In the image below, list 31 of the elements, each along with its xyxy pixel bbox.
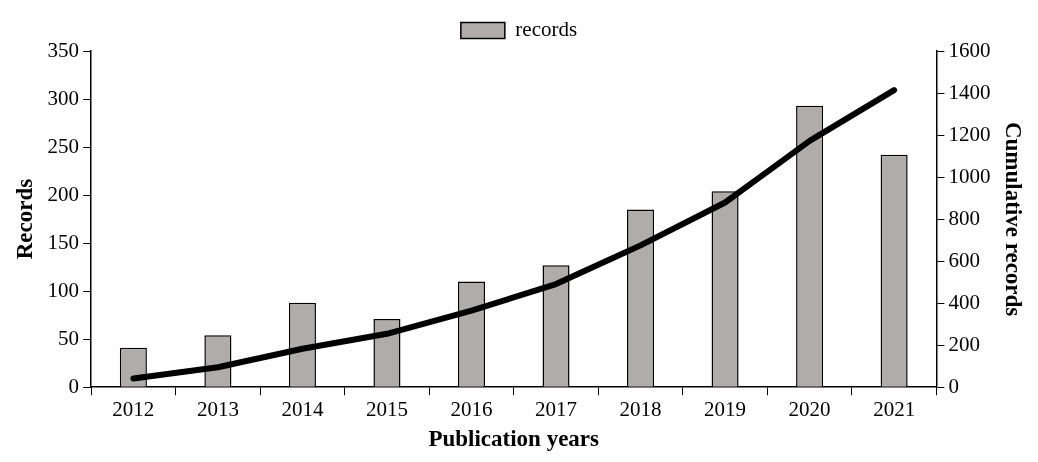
y-tick-label: 300	[47, 85, 80, 110]
x-tick-label: 2019	[704, 397, 747, 422]
x-tick-label: 2015	[365, 397, 408, 422]
y2-tick-label: 200	[948, 331, 980, 356]
y2-tick-label: 0	[948, 373, 959, 398]
x-tick-label: 2021	[873, 397, 916, 422]
y-axis-title: Records	[11, 178, 37, 260]
y2-tick-label: 1400	[948, 79, 991, 104]
y2-tick-label: 1600	[948, 37, 991, 62]
y-tick-label: 350	[47, 37, 80, 62]
legend-label: records	[515, 17, 578, 42]
y2-tick-label: 800	[948, 205, 980, 230]
y-tick-label: 50	[58, 325, 80, 350]
x-tick-label: 2017	[535, 397, 578, 422]
x-axis-title: Publication years	[428, 426, 600, 452]
x-tick-label: 2013	[196, 397, 239, 422]
x-tick-label: 2016	[450, 397, 493, 422]
x-tick-label: 2018	[619, 397, 662, 422]
y-tick-label: 250	[47, 133, 80, 158]
y-tick-label: 200	[47, 181, 80, 206]
x-tick-label: 2020	[788, 397, 831, 422]
x-tick-label: 2014	[281, 397, 324, 422]
y2-tick-label: 1200	[948, 121, 991, 146]
x-tick-label: 2012	[112, 397, 155, 422]
y2-tick-label: 1000	[948, 163, 991, 188]
y2-tick-label: 600	[948, 247, 980, 272]
y-tick-label: 0	[68, 373, 80, 398]
y2-axis-title: Cumulative records	[1001, 121, 1027, 317]
y-tick-label: 100	[47, 277, 80, 302]
y2-tick-label: 400	[948, 289, 980, 314]
y-tick-label: 150	[47, 229, 80, 254]
